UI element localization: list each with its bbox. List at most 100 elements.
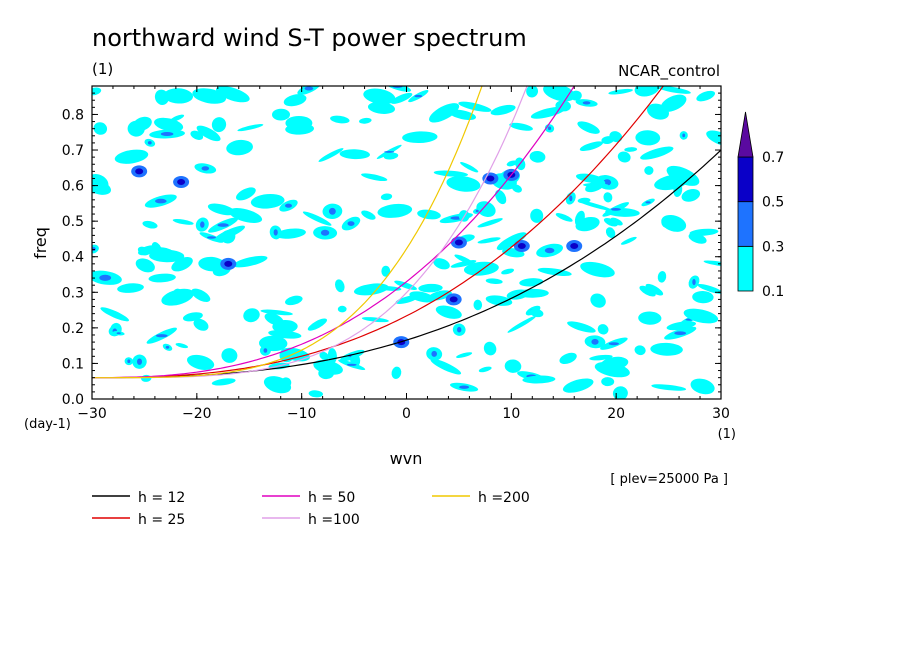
contour-blob-mid — [610, 208, 621, 211]
contour-blob-low — [272, 108, 290, 121]
contour-blob-low — [280, 347, 310, 362]
contour-blob-mid — [544, 247, 555, 254]
legend-label: h = 12 — [138, 490, 185, 506]
x-tick-label: −10 — [287, 406, 317, 422]
contour-blob-mid — [582, 101, 591, 105]
contour-blob-mid — [320, 229, 330, 236]
contour-blob-low — [490, 104, 516, 116]
contour-blob-low — [509, 122, 533, 131]
contour-blob-low — [485, 295, 513, 306]
contour-blob-low — [285, 295, 303, 306]
contour-blob-low — [367, 101, 396, 114]
contour-blob-low — [605, 227, 616, 238]
contour-blob-low — [163, 88, 194, 104]
contour-blob-low — [221, 229, 236, 244]
contour-blob-mid — [682, 133, 686, 138]
contour-blob-low — [383, 152, 399, 160]
plot-area — [91, 85, 722, 400]
contour-blob-low — [683, 308, 719, 324]
contour-blob-low — [529, 308, 544, 318]
contour-blob-low — [477, 218, 503, 228]
contour-blob-low — [703, 260, 721, 267]
contour-blob-low — [100, 307, 130, 322]
contour-blob-low — [583, 183, 609, 188]
x-tick-label: 30 — [712, 406, 730, 422]
contour-blob-low — [603, 192, 613, 203]
colorbar-segment — [737, 201, 754, 247]
contour-blob-low — [529, 150, 546, 163]
contour-blob-low — [237, 124, 264, 132]
contour-blob-low — [446, 176, 481, 192]
contour-blob-low — [501, 268, 515, 275]
contour-blob-mid — [674, 331, 687, 336]
contour-blob-low — [211, 117, 227, 133]
contour-blob-low — [339, 149, 370, 160]
contour-blob-mid — [457, 326, 462, 333]
legend: h = 12 h = 25 h = 50 h =100 h =200 — [92, 490, 530, 528]
colorbar-label: 0.5 — [762, 195, 784, 211]
contour-blob-low — [243, 308, 260, 323]
contour-blob-low — [187, 354, 215, 370]
contour-blob-mid — [347, 221, 355, 227]
contour-blob-low — [148, 273, 176, 283]
contour-blob-low — [690, 378, 715, 395]
contour-blob-low — [318, 367, 334, 380]
contour-blob-low — [638, 311, 662, 325]
contour-blob-low — [330, 115, 350, 124]
contour-blob-low — [609, 131, 623, 143]
contour-blob-low — [193, 318, 209, 331]
contour-blob-low — [651, 384, 687, 391]
contour-blob-low — [141, 374, 152, 382]
contour-blob-low — [196, 125, 221, 142]
contour-blob-mid — [304, 86, 314, 91]
contour-blob-low — [390, 92, 413, 104]
contour-blob-low — [236, 187, 256, 201]
contour-blob-low — [337, 305, 347, 313]
contour-blob-low — [496, 232, 527, 251]
y-tick-label: 0.3 — [62, 285, 84, 301]
contour-blob-mid — [155, 198, 167, 204]
contour-blob-low — [307, 318, 328, 331]
contour-blob-low — [580, 261, 615, 278]
contour-blob-low — [590, 293, 606, 308]
contour-blob-low — [142, 220, 158, 229]
contour-blob-low — [308, 390, 323, 398]
contour-blob-mid — [547, 126, 552, 131]
colorbar-segment — [737, 156, 754, 203]
contour-blob-low — [504, 359, 522, 373]
contour-blob-low — [175, 343, 189, 349]
y-tick-label: 0.4 — [62, 250, 84, 266]
contour-blob-low — [478, 366, 492, 373]
colorbar-arrow — [737, 111, 754, 158]
contour-blob-low — [681, 189, 701, 202]
contour-blob-low — [172, 218, 194, 225]
contour-blob-low — [250, 193, 285, 209]
contour-blob-low — [603, 218, 618, 227]
contour-blob-low — [577, 200, 612, 211]
contour-blob-mid — [329, 207, 336, 215]
contour-blob-low — [449, 109, 477, 120]
contour-blob-high — [454, 239, 463, 246]
contour-blob-mid — [608, 342, 620, 346]
x-tick-label: 0 — [402, 406, 411, 422]
contour-blob-low — [634, 345, 646, 356]
contour-blob-mid — [116, 332, 121, 335]
y-tick-label: 0.1 — [62, 356, 84, 372]
contour-blob-high — [135, 168, 144, 175]
contour-blob-low — [381, 265, 391, 277]
contour-blob-low — [228, 208, 263, 223]
dispersion-curve — [92, 86, 664, 379]
contour-blob-low — [608, 88, 633, 95]
contour-blob-low — [302, 211, 332, 226]
contour-blob-low — [696, 90, 716, 102]
contour-blob-low — [318, 148, 344, 162]
contour-blob-mid — [99, 274, 112, 281]
contour-blob-low — [417, 209, 441, 220]
x-tick-label: 20 — [607, 406, 625, 422]
contour-blob-mid — [384, 151, 395, 153]
x-tick-label: −30 — [77, 406, 107, 422]
y-tick-label: 0.7 — [62, 143, 84, 159]
contour-blob-low — [211, 378, 236, 386]
contour-blob-low — [268, 330, 302, 339]
chart-title: northward wind S-T power spectrum — [92, 24, 527, 52]
